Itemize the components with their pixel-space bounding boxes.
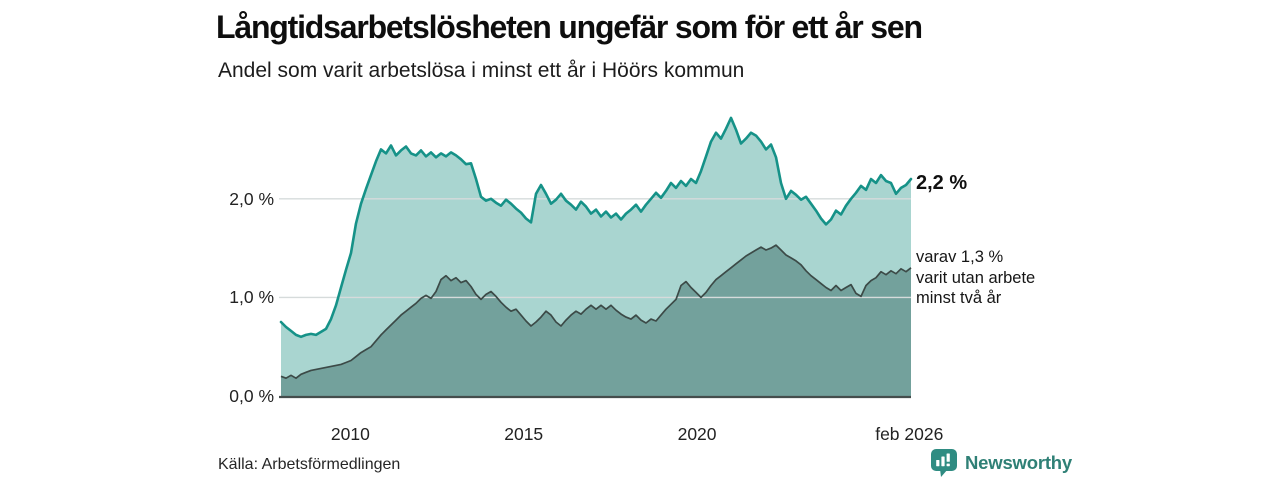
x-axis-tick-2015: 2015 (504, 424, 544, 444)
source-note: Källa: Arbetsförmedlingen (218, 456, 401, 473)
x-axis-tick-2020: 2020 (677, 424, 717, 444)
chart-subtitle: Andel som varit arbetslösa i minst ett å… (218, 59, 745, 82)
y-axis-tick-2: 2,0 % (229, 188, 274, 209)
annotation-latest-total: 2,2 % (916, 172, 968, 194)
line-two-year (280, 244, 912, 380)
x-axis-tick-feb-2026: feb 2026 (875, 424, 944, 444)
x-axis-tick-2010: 2010 (330, 424, 370, 444)
line-total (279, 116, 913, 339)
area-two-year (281, 245, 911, 397)
annotation-latest-two-year: varav 1,3 % varit utan arbete minst två … (916, 248, 1036, 307)
newsworthy-logo-icon (931, 449, 957, 477)
newsworthy-logo[interactable]: Newsworthy (931, 449, 1072, 477)
newsworthy-logo-text: Newsworthy (965, 452, 1072, 473)
page-title: Långtidsarbetslösheten ungefär som för e… (216, 9, 923, 45)
y-axis-tick-0: 0,0 % (229, 386, 274, 406)
y-axis-tick-1: 1,0 % (229, 287, 274, 308)
